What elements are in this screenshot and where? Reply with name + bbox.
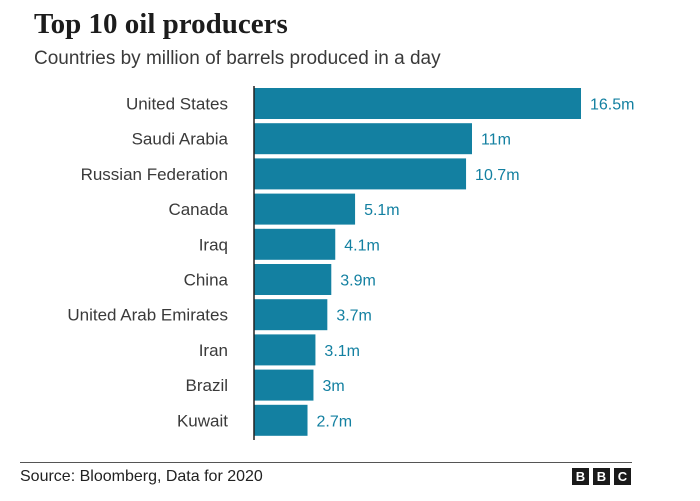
category-label: Brazil <box>185 376 228 395</box>
logo-letter: C <box>614 468 631 485</box>
value-label: 2.7m <box>317 413 353 430</box>
value-label: 3m <box>322 378 344 395</box>
value-label: 10.7m <box>475 167 519 184</box>
bar <box>254 88 581 119</box>
category-label: United States <box>126 95 228 114</box>
value-label: 11m <box>481 132 511 149</box>
bar <box>254 123 472 155</box>
logo-letter: B <box>572 468 589 485</box>
category-label: Kuwait <box>177 411 228 430</box>
source-note: Source: Bloomberg, Data for 2020 <box>20 468 263 485</box>
category-label: Iraq <box>199 235 228 254</box>
category-label: Canada <box>168 200 228 219</box>
category-label: Iran <box>199 341 228 360</box>
bar <box>254 193 356 225</box>
bar <box>254 158 467 190</box>
bar <box>254 228 336 260</box>
bar <box>254 299 328 331</box>
value-label: 5.1m <box>364 202 400 219</box>
bar <box>254 369 314 401</box>
footer-divider <box>20 462 632 463</box>
value-label: 3.7m <box>336 308 372 325</box>
value-label: 3.1m <box>324 343 360 360</box>
value-label: 4.1m <box>344 237 380 254</box>
category-label: Saudi Arabia <box>132 130 229 149</box>
logo-letter: B <box>593 468 610 485</box>
value-label: 16.5m <box>590 97 634 114</box>
chart-title: Top 10 oil producers <box>34 8 288 40</box>
bar <box>254 264 332 295</box>
bar <box>254 334 316 366</box>
value-label: 3.9m <box>340 273 376 290</box>
category-label: China <box>184 271 229 290</box>
bbc-logo: B B C <box>572 468 631 485</box>
category-label: Russian Federation <box>81 165 228 184</box>
bar-chart: United States 16.5m Saudi Arabia 11m Russian… <box>67 86 634 440</box>
category-label: United Arab Emirates <box>67 306 228 325</box>
chart-subtitle: Countries by million of barrels produced… <box>34 48 441 69</box>
bar <box>254 404 308 436</box>
